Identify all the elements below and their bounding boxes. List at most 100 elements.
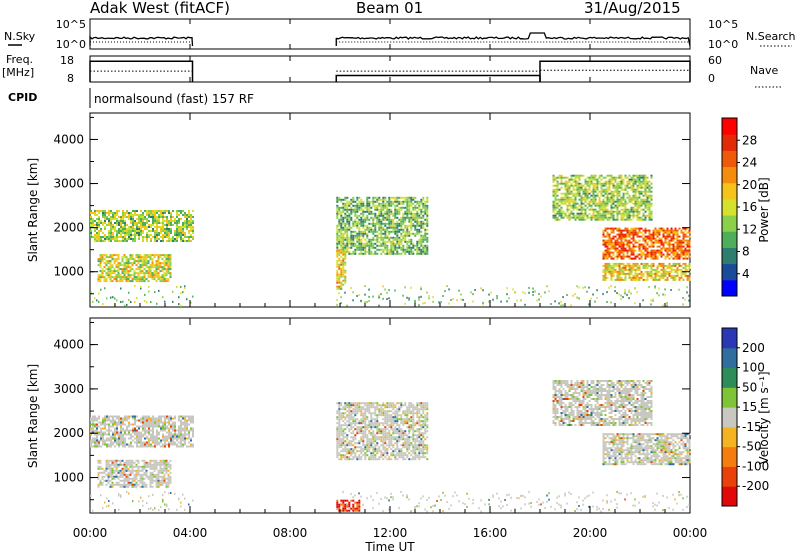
cell-6: [640, 274, 643, 277]
cell-6: [646, 266, 649, 269]
cell-2: [340, 244, 343, 247]
cell-0: [128, 232, 130, 234]
cell-5: [608, 239, 611, 242]
cell-4: [560, 180, 563, 183]
cell-4: [614, 218, 617, 221]
cell-6: [656, 272, 659, 275]
clutter-cell: [536, 299, 538, 302]
cell-0: [106, 443, 108, 446]
cell-1: [165, 268, 168, 271]
cell-4: [572, 200, 575, 203]
cell-2: [382, 236, 385, 239]
cell-2: [404, 248, 407, 251]
cell-4: [628, 174, 631, 177]
cell-4: [622, 208, 625, 211]
cell-0: [142, 429, 144, 432]
cell-2: [406, 214, 409, 217]
cell-2: [408, 204, 411, 207]
cell-0: [116, 425, 118, 428]
cell-0: [120, 230, 122, 232]
cell-2: [384, 224, 387, 227]
cell-0: [112, 421, 114, 424]
cell-0: [150, 210, 152, 212]
cell-2: [402, 228, 405, 231]
cell-0: [156, 433, 158, 436]
cell-3: [344, 263, 347, 266]
cell-1: [97, 467, 100, 470]
cell-4: [594, 214, 597, 217]
cell-2: [388, 248, 391, 251]
cell-4: [564, 198, 567, 201]
cell-1: [139, 276, 142, 279]
cell-4: [576, 214, 579, 217]
cell-2: [368, 222, 371, 225]
cell-1: [159, 467, 162, 470]
cell-5: [612, 253, 615, 256]
clutter-cell: [546, 285, 548, 288]
cell-2: [344, 214, 347, 217]
cell-2: [354, 252, 357, 255]
cell-2: [346, 244, 349, 247]
clutter-cell: [686, 286, 688, 289]
cell-0: [124, 212, 126, 214]
cell-1: [153, 264, 156, 267]
cell-0: [182, 427, 184, 430]
cell-2: [412, 222, 415, 225]
cell-0: [184, 232, 186, 234]
cell-6: [634, 268, 637, 271]
cell-5: [614, 241, 617, 244]
cell-1: [117, 266, 120, 269]
cell-1: [97, 477, 100, 480]
cell-1: [143, 473, 146, 476]
cell-1: [127, 266, 130, 269]
cell-1: [97, 274, 100, 277]
cell-0: [162, 443, 164, 446]
cell-1: [155, 268, 158, 271]
cell-2: [414, 232, 417, 235]
clutter-cell: [688, 299, 690, 302]
cell-2: [424, 238, 427, 241]
cell-2: [354, 244, 357, 247]
cell-0: [130, 218, 132, 220]
cell-2: [396, 226, 399, 229]
clutter-cell: [624, 290, 626, 293]
cell-0: [96, 419, 98, 422]
cell-2: [404, 238, 407, 241]
cell-3: [340, 271, 343, 274]
cell-1: [127, 459, 130, 462]
cell-2: [340, 426, 343, 429]
cell-4: [568, 202, 571, 205]
cell-0: [130, 222, 132, 224]
cell-4: [638, 190, 641, 193]
cell-6: [676, 268, 679, 271]
cell-0: [146, 421, 148, 424]
cell-1: [103, 278, 106, 281]
cell-0: [102, 222, 104, 224]
cell-0: [186, 419, 188, 422]
cell-0: [148, 445, 150, 448]
clutter-cell: [654, 285, 656, 288]
cell-0: [170, 220, 172, 222]
cell-5: [666, 253, 669, 256]
cell-1: [151, 467, 154, 470]
cell-1: [109, 469, 112, 472]
cell-0: [110, 238, 112, 240]
cell-1: [111, 459, 114, 462]
cell-0: [150, 226, 152, 228]
cell-5: [632, 233, 635, 236]
cell-0: [116, 427, 118, 430]
cell-4: [552, 210, 555, 213]
cell-5: [606, 233, 609, 236]
cell-2: [424, 250, 427, 253]
cell-2: [426, 212, 429, 215]
cell-1: [115, 463, 118, 466]
clutter-cell: [104, 287, 106, 290]
cell-2: [338, 234, 341, 237]
cell-1: [143, 461, 146, 464]
cell-2: [336, 244, 339, 247]
cell-4: [580, 198, 583, 201]
cell-3: [338, 259, 341, 262]
cell-0: [160, 226, 162, 228]
cell-1: [153, 266, 156, 269]
cell-1: [119, 475, 122, 478]
